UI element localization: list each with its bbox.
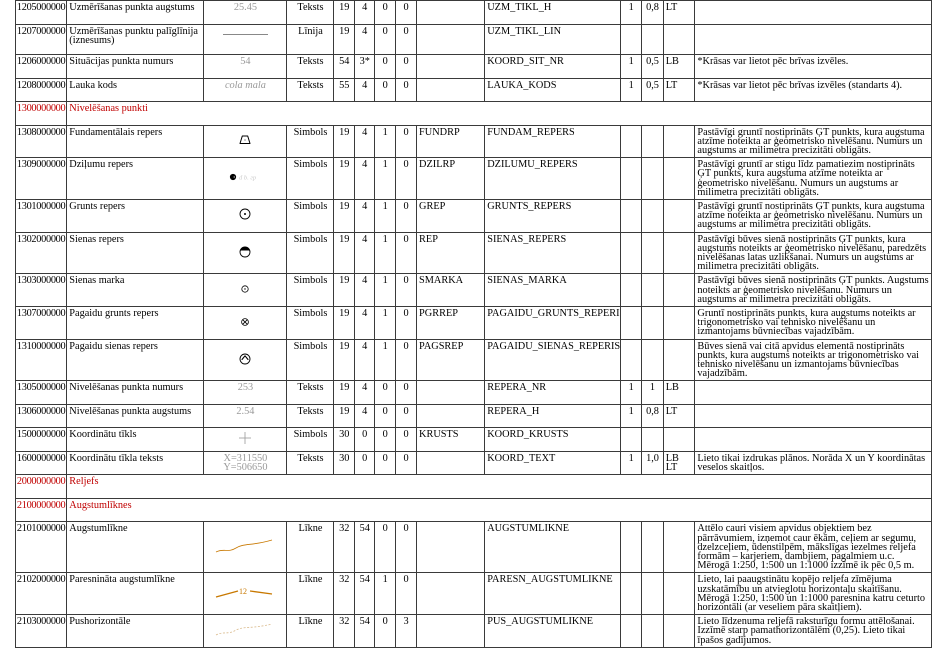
svg-text:12: 12 (239, 587, 247, 596)
svg-text:d b. гр: d b. гр (239, 175, 257, 182)
